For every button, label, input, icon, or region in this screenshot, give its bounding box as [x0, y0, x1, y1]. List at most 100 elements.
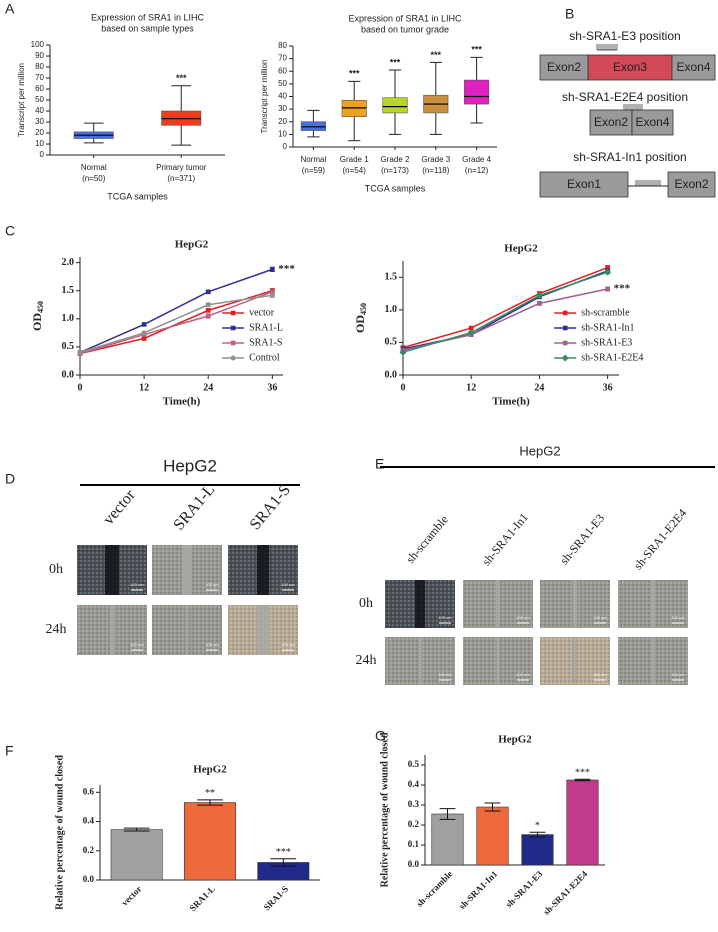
error-bar	[574, 778, 591, 782]
x-tick-label: 12	[139, 382, 149, 393]
panel-label: F	[5, 743, 14, 759]
data-point	[468, 325, 474, 331]
scale-label: 100 um	[671, 615, 685, 620]
row-label: 0h	[49, 562, 63, 577]
y-axis-label-sub: 450	[359, 303, 368, 315]
exon	[589, 109, 633, 136]
wound-gap	[110, 605, 114, 655]
series-line	[402, 288, 608, 351]
wound-gap	[651, 637, 655, 685]
legend-label: SRA1-S	[249, 337, 282, 348]
panel-label: D	[5, 471, 15, 487]
exon	[667, 171, 716, 198]
wound-gap	[182, 545, 192, 595]
y-tick-label: 50	[35, 95, 44, 104]
wound-gap	[185, 605, 189, 655]
wound-gap	[415, 580, 425, 628]
data-point	[141, 336, 147, 341]
y-axis-label: OD450	[353, 303, 368, 333]
y-tick-label: 0	[283, 142, 288, 151]
y-tick-label: 90	[35, 51, 44, 60]
wound-gap	[573, 637, 577, 685]
x-tick-label: 24	[534, 382, 544, 393]
scale-label: 100 um	[516, 672, 530, 677]
x-tick-label: 36	[267, 382, 277, 393]
y-tick-label: 0.0	[408, 859, 420, 869]
error-bar	[439, 808, 456, 820]
x-axis-label: TCGA samples	[365, 183, 426, 193]
legend-label: sh-scramble	[581, 307, 630, 318]
data-point	[605, 265, 610, 270]
y-tick-label: 1.5	[385, 272, 398, 283]
data-point	[605, 286, 610, 292]
column-label: SRA1-L	[170, 481, 218, 533]
x-tick-label: vector	[120, 884, 144, 908]
data-point	[205, 313, 211, 319]
panel-label: C	[5, 223, 15, 239]
column-label: vector	[100, 486, 139, 528]
legend-marker	[230, 355, 236, 361]
construct-label: sh-SRA1-E2E4 position	[562, 90, 688, 104]
legend-marker	[562, 310, 568, 316]
data-point	[535, 292, 543, 300]
bar	[431, 813, 464, 866]
y-tick-label: 1.0	[62, 313, 75, 324]
data-point	[604, 268, 612, 276]
shrna-target	[596, 44, 618, 51]
y-tick-label: 0.5	[62, 341, 75, 352]
y-tick-label: 1.5	[62, 285, 75, 296]
legend-marker	[230, 310, 236, 316]
scale-label: 100 um	[438, 615, 452, 620]
wound-gap	[418, 637, 422, 685]
y-tick-label: 0.0	[83, 874, 95, 884]
error-bar	[197, 799, 223, 806]
column-label: sh-SRA1-E2E4	[631, 506, 690, 572]
x-tick-label: 0	[78, 382, 83, 393]
x-tick-label: sh-SRA1-E2E4	[541, 868, 589, 916]
significance: ***	[471, 45, 482, 55]
x-tick-label: SRA1-S	[262, 884, 291, 913]
bar	[521, 834, 554, 866]
row-label: 24h	[356, 653, 377, 668]
y-tick-label: 0.5	[385, 337, 398, 348]
series-line	[79, 294, 273, 354]
exon-label: Exon3	[613, 60, 647, 74]
significance: ***	[349, 69, 360, 79]
significance: ***	[390, 57, 401, 67]
data-point	[141, 330, 147, 336]
scale-label: 100 um	[205, 642, 219, 647]
chart-title: Expression of SRA1 in LIHC	[348, 13, 462, 23]
y-tick-label: 0.4	[83, 816, 95, 826]
chart-title: HepG2	[193, 764, 227, 776]
legend-label: sh-SRA1-E3	[581, 337, 632, 348]
scale-label: 100 um	[593, 615, 607, 620]
y-tick-label: 20	[35, 128, 44, 137]
box	[464, 79, 490, 105]
panel-title: HepG2	[163, 456, 217, 475]
legend-marker	[562, 340, 568, 346]
panel-label: B	[565, 6, 574, 22]
significance: ***	[575, 767, 590, 778]
x-tick-label: SRA1-L	[188, 884, 217, 913]
y-tick-label: 0.1	[408, 839, 420, 849]
x-tick-label: Grade 3	[421, 155, 450, 164]
shrna-target	[623, 104, 643, 111]
data-point	[141, 322, 147, 327]
y-axis-label: Transcript per million	[17, 63, 26, 137]
scale-label: 100 um	[281, 582, 295, 587]
y-tick-label: 0.4	[408, 779, 420, 789]
x-tick-count: (n=59)	[302, 166, 326, 175]
legend-label: sh-SRA1-In1	[581, 322, 634, 333]
chart-title: Expression of SRA1 in LIHC	[91, 12, 205, 22]
panel-label: A	[5, 1, 15, 17]
scale-label: 100 um	[438, 672, 452, 677]
exon	[539, 54, 589, 81]
column-label: SRA1-S	[247, 482, 294, 534]
exon	[671, 54, 716, 81]
y-tick-label: 80	[35, 62, 44, 71]
y-tick-label: 10	[35, 139, 44, 148]
x-tick-label: sh-SRA1-In1	[457, 868, 500, 911]
y-tick-label: 0.6	[83, 786, 95, 796]
y-tick-label: 60	[278, 66, 287, 75]
